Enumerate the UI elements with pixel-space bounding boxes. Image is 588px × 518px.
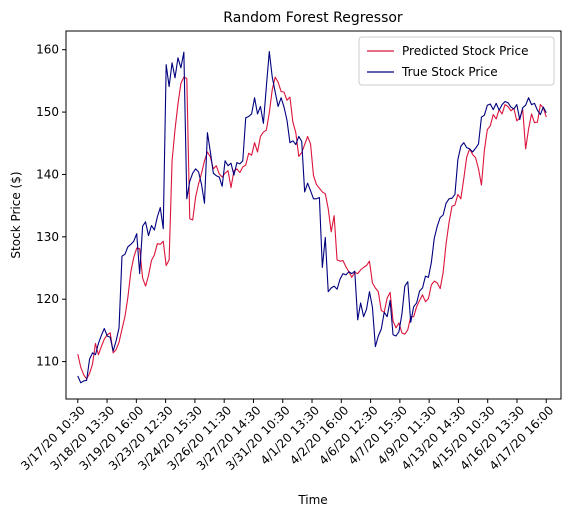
legend-label-predicted: Predicted Stock Price: [402, 44, 528, 58]
legend: Predicted Stock Price True Stock Price: [358, 36, 555, 86]
axes-frame: [65, 30, 562, 400]
y-tick-label: 160: [36, 43, 59, 57]
legend-box: [358, 36, 555, 86]
chart-title: Random Forest Regressor: [223, 10, 403, 26]
y-tick-label: 110: [36, 355, 59, 369]
y-tick-label: 140: [36, 167, 59, 181]
legend-label-true: True Stock Price: [401, 65, 498, 79]
y-axis-label: Stock Price ($): [9, 171, 23, 258]
axes-background: [66, 31, 561, 399]
plot-area: [65, 30, 562, 400]
x-axis-label: Time: [297, 493, 327, 507]
y-tick-label: 120: [36, 292, 59, 306]
y-tick-label: 150: [36, 105, 59, 119]
y-tick-label: 130: [36, 230, 59, 244]
series-line-true: [77, 51, 547, 384]
series-line-predicted: [77, 76, 547, 380]
series-layer: [77, 51, 547, 384]
y-axis: 110 120 130 140 150 160: [36, 43, 66, 369]
